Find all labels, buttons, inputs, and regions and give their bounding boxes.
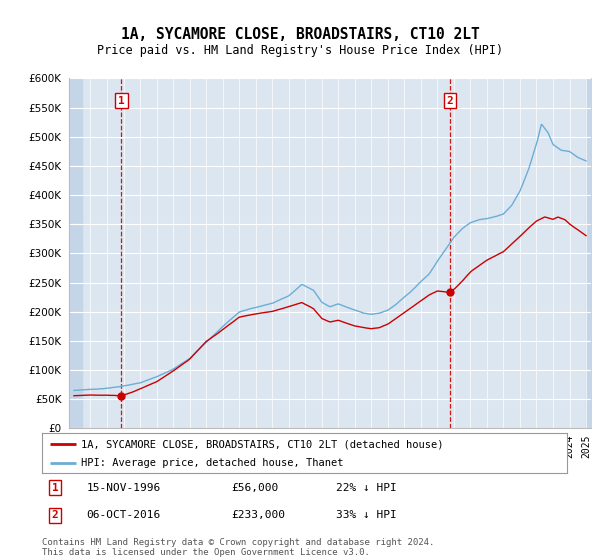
Text: 06-OCT-2016: 06-OCT-2016: [86, 510, 161, 520]
Text: 33% ↓ HPI: 33% ↓ HPI: [336, 510, 397, 520]
Text: £233,000: £233,000: [231, 510, 285, 520]
Text: Price paid vs. HM Land Registry's House Price Index (HPI): Price paid vs. HM Land Registry's House …: [97, 44, 503, 57]
Text: 2: 2: [446, 96, 453, 106]
Text: 1: 1: [52, 483, 59, 493]
Text: 22% ↓ HPI: 22% ↓ HPI: [336, 483, 397, 493]
Text: This data is licensed under the Open Government Licence v3.0.: This data is licensed under the Open Gov…: [42, 548, 370, 557]
Text: £56,000: £56,000: [231, 483, 278, 493]
Text: 2: 2: [52, 510, 59, 520]
Text: Contains HM Land Registry data © Crown copyright and database right 2024.: Contains HM Land Registry data © Crown c…: [42, 538, 434, 547]
Text: HPI: Average price, detached house, Thanet: HPI: Average price, detached house, Than…: [82, 458, 344, 468]
Text: 1A, SYCAMORE CLOSE, BROADSTAIRS, CT10 2LT (detached house): 1A, SYCAMORE CLOSE, BROADSTAIRS, CT10 2L…: [82, 439, 444, 449]
Text: 1: 1: [118, 96, 125, 106]
Text: 1A, SYCAMORE CLOSE, BROADSTAIRS, CT10 2LT: 1A, SYCAMORE CLOSE, BROADSTAIRS, CT10 2L…: [121, 27, 479, 42]
Text: 15-NOV-1996: 15-NOV-1996: [86, 483, 161, 493]
